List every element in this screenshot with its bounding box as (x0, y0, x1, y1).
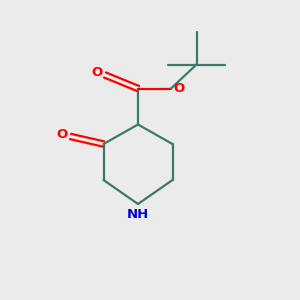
Text: O: O (174, 82, 185, 95)
Text: O: O (56, 128, 68, 141)
Text: O: O (91, 66, 102, 79)
Text: NH: NH (127, 208, 149, 221)
